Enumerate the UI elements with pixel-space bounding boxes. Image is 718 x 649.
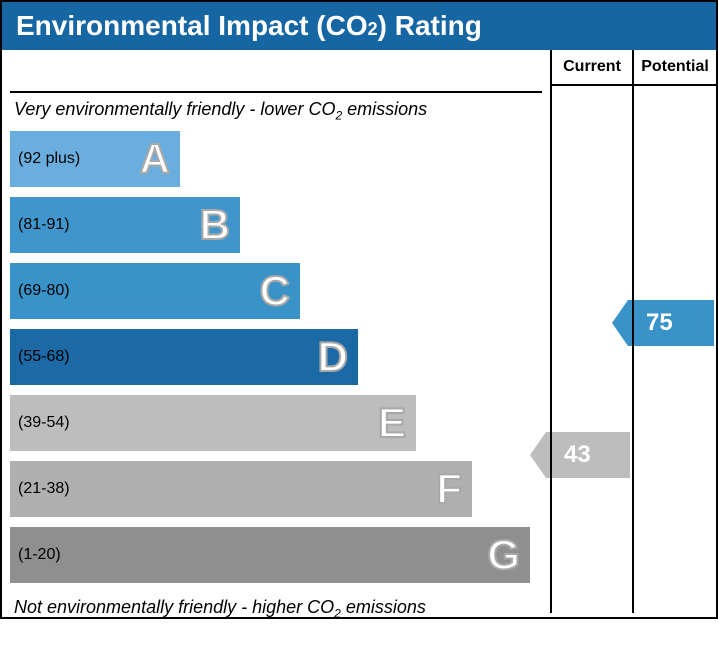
chart-grid: Very environmentally friendly - lower CO… <box>2 50 716 613</box>
band-range-e: (39-54) <box>10 414 70 432</box>
current-arrow-slot: 43 <box>552 86 632 649</box>
band-range-d: (55-68) <box>10 348 70 366</box>
current-arrow-value: 43 <box>564 441 591 469</box>
band-row-g: (1-20) G <box>10 525 542 585</box>
band-bar-g: (1-20) G <box>10 527 530 583</box>
chart-title: Environmental Impact (CO2) Rating <box>2 2 716 50</box>
band-bar-c: (69-80) C <box>10 263 300 319</box>
current-header: Current <box>552 50 632 86</box>
band-bar-e: (39-54) E <box>10 395 416 451</box>
band-letter-b: B <box>200 201 230 249</box>
band-range-b: (81-91) <box>10 216 70 234</box>
band-row-c: (69-80) C <box>10 261 542 321</box>
bands-header-spacer <box>10 56 542 93</box>
band-range-a: (92 plus) <box>10 150 80 168</box>
band-range-f: (21-38) <box>10 480 70 498</box>
potential-arrow-value: 75 <box>646 309 673 337</box>
band-letter-d: D <box>318 333 348 381</box>
band-range-c: (69-80) <box>10 282 70 300</box>
current-arrow: 43 <box>546 432 630 478</box>
band-row-b: (81-91) B <box>10 195 542 255</box>
band-range-g: (1-20) <box>10 546 61 564</box>
rating-chart: Environmental Impact (CO2) Rating Very e… <box>0 0 718 619</box>
potential-arrow-slot: 75 <box>634 86 716 649</box>
potential-column: Potential 75 <box>634 50 716 613</box>
band-row-a: (92 plus) A <box>10 129 542 189</box>
band-bar-d: (55-68) D <box>10 329 358 385</box>
band-bar-a: (92 plus) A <box>10 131 180 187</box>
title-text-prefix: Environmental Impact (CO <box>16 10 368 41</box>
band-letter-g: G <box>487 531 520 579</box>
title-text-suffix: ) Rating <box>378 10 482 41</box>
band-row-e: (39-54) E <box>10 393 542 453</box>
band-bar-b: (81-91) B <box>10 197 240 253</box>
caption-top-suffix: emissions <box>342 99 427 119</box>
caption-bottom-sub: 2 <box>334 606 341 620</box>
bands-column: Very environmentally friendly - lower CO… <box>2 50 552 613</box>
caption-top: Very environmentally friendly - lower CO… <box>10 93 542 125</box>
band-letter-a: A <box>140 135 170 183</box>
band-row-d: (55-68) D <box>10 327 542 387</box>
potential-header: Potential <box>634 50 716 86</box>
band-letter-c: C <box>260 267 290 315</box>
caption-bottom-prefix: Not environmentally friendly - higher CO <box>14 597 334 617</box>
band-bar-f: (21-38) F <box>10 461 472 517</box>
caption-bottom: Not environmentally friendly - higher CO… <box>10 591 542 623</box>
bands-list: (92 plus) A (81-91) B (69-80) C (55-68) D (39-54… <box>10 125 542 585</box>
caption-bottom-suffix: emissions <box>341 597 426 617</box>
band-row-f: (21-38) F <box>10 459 542 519</box>
band-letter-f: F <box>436 465 462 513</box>
title-sub: 2 <box>368 19 378 39</box>
potential-arrow: 75 <box>628 300 714 346</box>
band-letter-e: E <box>378 399 406 447</box>
caption-top-prefix: Very environmentally friendly - lower CO <box>14 99 335 119</box>
